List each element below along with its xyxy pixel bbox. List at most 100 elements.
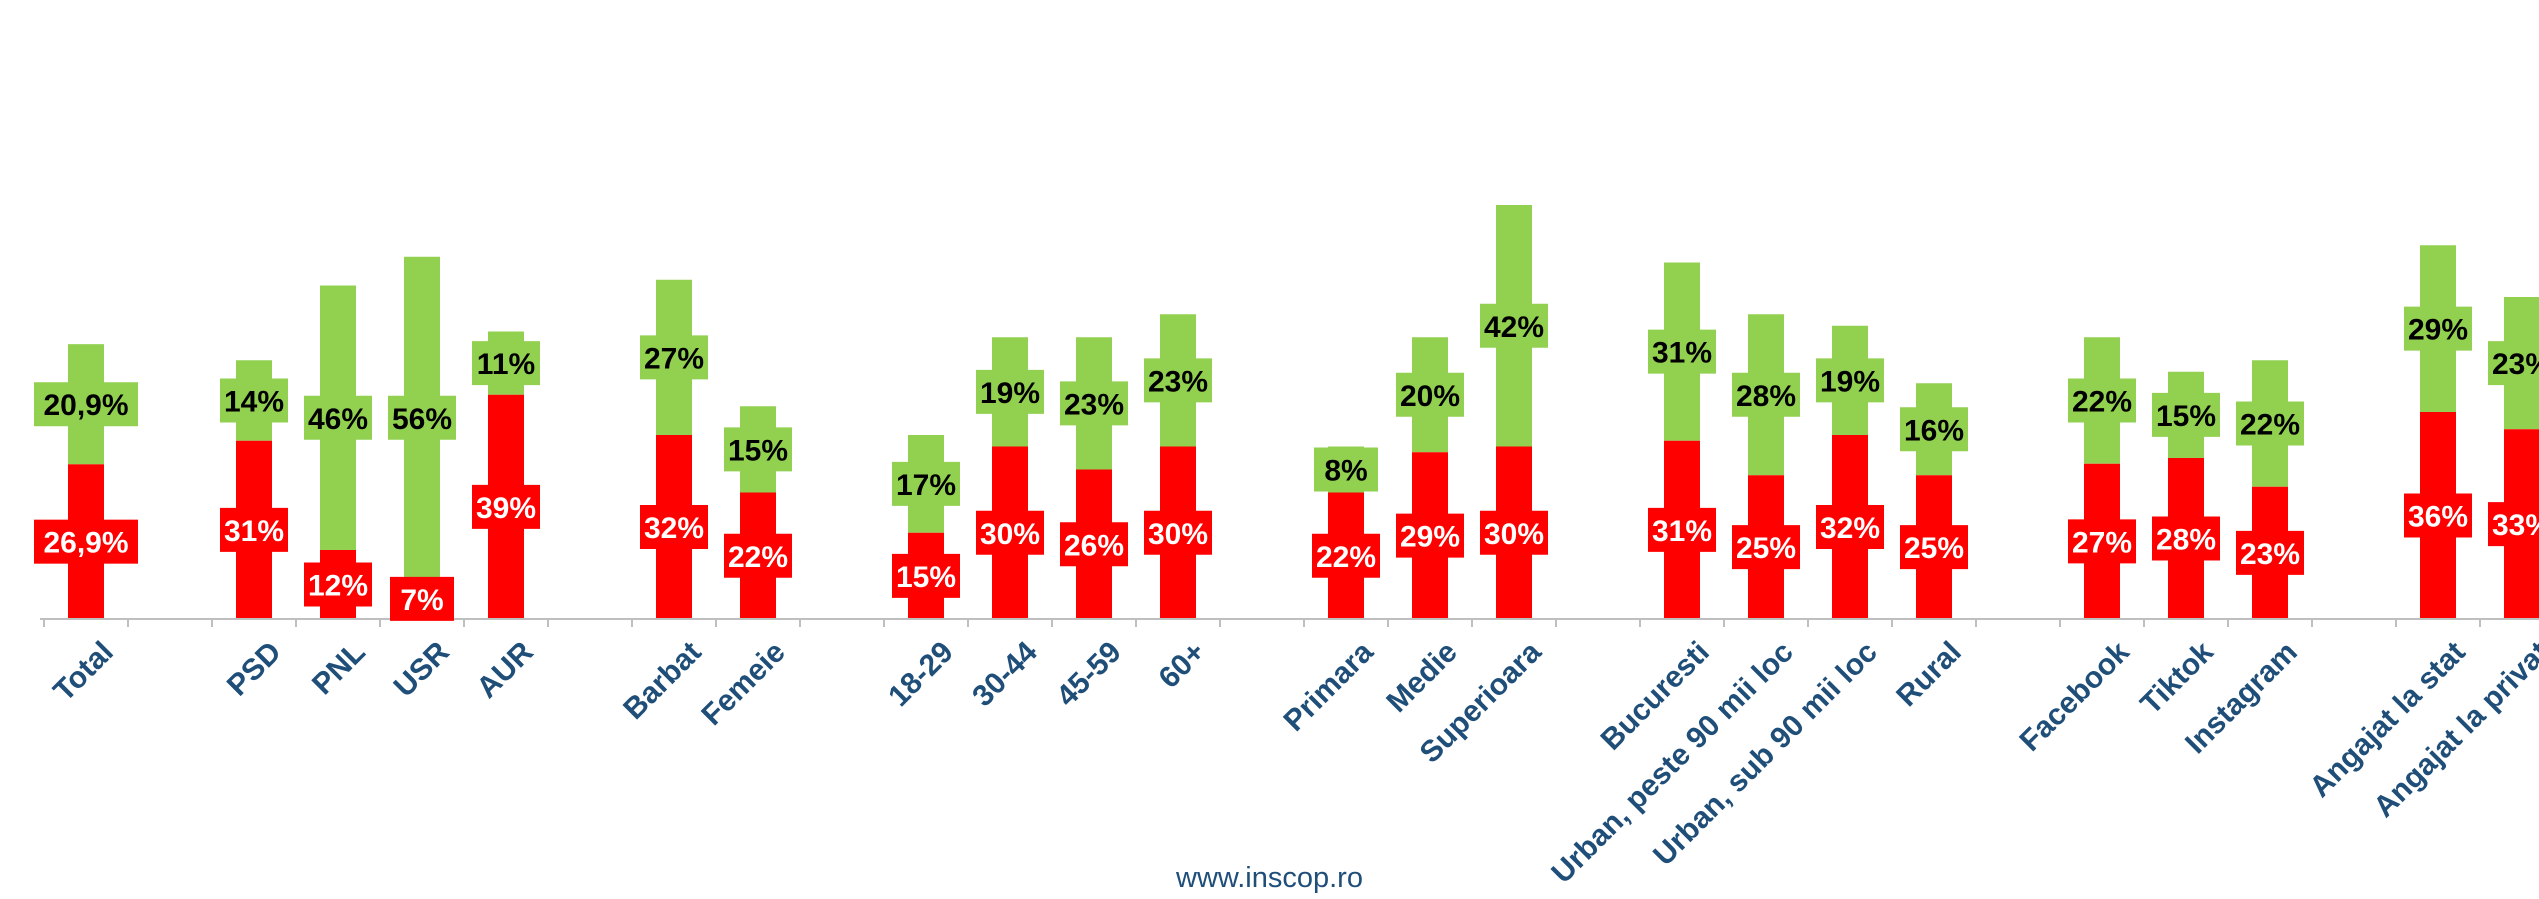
data-label-red-bg bbox=[2404, 493, 2472, 538]
data-label-green: 17% bbox=[896, 469, 956, 502]
source-url: www.inscop.ro bbox=[1176, 862, 1363, 894]
data-label-green: 19% bbox=[1820, 365, 1880, 398]
data-label-green: 8% bbox=[1324, 455, 1367, 488]
data-label-green-bg bbox=[1480, 303, 1548, 348]
category-label: Total bbox=[47, 635, 119, 707]
data-label-red: 33% bbox=[2492, 509, 2539, 542]
data-label-red-bg bbox=[34, 519, 138, 564]
category-label: 45-59 bbox=[1050, 635, 1128, 713]
data-label-red-bg bbox=[1060, 522, 1128, 567]
data-label-red: 22% bbox=[1316, 541, 1376, 574]
data-label-green-bg bbox=[1900, 407, 1968, 452]
category-label: USR bbox=[388, 635, 456, 703]
data-label-red-bg bbox=[2236, 530, 2304, 575]
data-label-red: 22% bbox=[728, 541, 788, 574]
data-label-green-bg bbox=[2488, 341, 2539, 386]
data-label-green: 46% bbox=[308, 403, 368, 436]
data-label-red: 26,9% bbox=[43, 527, 128, 560]
data-label-red-bg bbox=[640, 505, 708, 549]
data-label-red: 7% bbox=[400, 584, 443, 617]
data-label-green: 23% bbox=[1148, 365, 1208, 398]
data-label-green-bg bbox=[304, 395, 372, 440]
data-label-red-bg bbox=[892, 553, 960, 598]
data-label-red: 30% bbox=[1484, 518, 1544, 551]
data-label-red-bg bbox=[1648, 507, 1716, 552]
data-labels-layer: 26,9% 20,9% 31% 14% 12% 46% 7% 56% 39% 11% 32% 27% 2… bbox=[34, 303, 2539, 621]
category-label: Femeie bbox=[695, 635, 791, 731]
category-label: 60+ bbox=[1152, 635, 1211, 694]
data-label-red-bg bbox=[1396, 513, 1464, 558]
data-label-green-bg bbox=[640, 335, 708, 380]
data-label-red: 36% bbox=[2408, 501, 2468, 534]
data-label-green: 14% bbox=[224, 386, 284, 419]
data-label-green-bg bbox=[1144, 358, 1212, 403]
data-label-red-bg bbox=[2152, 516, 2220, 561]
data-label-green: 20% bbox=[1400, 380, 1460, 413]
data-label-green-bg bbox=[220, 378, 288, 423]
data-label-green-bg bbox=[2404, 306, 2472, 351]
x-axis bbox=[40, 618, 2539, 627]
data-label-green-bg bbox=[1816, 358, 1884, 403]
data-label-green: 28% bbox=[1736, 380, 1796, 413]
data-label-red-bg bbox=[2488, 502, 2539, 547]
data-label-red-bg bbox=[304, 562, 372, 607]
data-label-green: 16% bbox=[1904, 414, 1964, 447]
data-label-red: 26% bbox=[1064, 529, 1124, 562]
data-label-red-bg bbox=[1480, 510, 1548, 555]
data-label-red-bg bbox=[220, 507, 288, 552]
data-label-red: 32% bbox=[1820, 512, 1880, 545]
data-label-green: 15% bbox=[728, 434, 788, 467]
data-label-red: 15% bbox=[896, 561, 956, 594]
data-label-red: 39% bbox=[476, 492, 536, 525]
data-label-green-bg bbox=[34, 382, 138, 427]
data-label-green-bg bbox=[388, 395, 456, 440]
data-label-green-bg bbox=[2068, 378, 2136, 423]
category-label: 30-44 bbox=[966, 635, 1044, 713]
data-label-green-bg bbox=[1396, 372, 1464, 417]
data-label-red: 32% bbox=[644, 512, 704, 545]
data-label-red-bg bbox=[1144, 510, 1212, 555]
data-label-red-bg bbox=[1312, 533, 1380, 578]
data-label-red-bg bbox=[976, 510, 1044, 555]
data-label-green: 19% bbox=[980, 377, 1040, 410]
data-label-red-bg bbox=[1900, 525, 1968, 570]
data-label-red: 30% bbox=[1148, 518, 1208, 551]
data-label-green-bg bbox=[1060, 381, 1128, 426]
category-label: Medie bbox=[1380, 635, 1463, 718]
data-label-red: 29% bbox=[1400, 521, 1460, 554]
data-label-red-bg bbox=[472, 484, 540, 529]
data-label-green-bg bbox=[724, 427, 792, 472]
data-label-green: 42% bbox=[1484, 311, 1544, 344]
category-label: Angajat la stat bbox=[2303, 635, 2471, 803]
data-label-green: 29% bbox=[2408, 314, 2468, 347]
data-label-red: 12% bbox=[308, 570, 368, 603]
data-label-red-bg bbox=[1732, 525, 1800, 570]
data-label-green-bg bbox=[1314, 447, 1378, 492]
data-label-green-bg bbox=[892, 461, 960, 506]
category-label: 18-29 bbox=[882, 635, 960, 713]
category-label: Facebook bbox=[2013, 635, 2136, 758]
data-label-red: 23% bbox=[2240, 538, 2300, 571]
category-label: Barbat bbox=[617, 635, 708, 726]
data-label-red-bg bbox=[390, 576, 454, 621]
data-label-green: 27% bbox=[644, 342, 704, 375]
category-label: PNL bbox=[306, 635, 372, 701]
data-label-green-bg bbox=[976, 369, 1044, 414]
data-label-green: 23% bbox=[2492, 348, 2539, 381]
data-label-green-bg bbox=[1648, 329, 1716, 374]
data-label-red: 28% bbox=[2156, 524, 2216, 557]
data-label-green: 15% bbox=[2156, 400, 2216, 433]
data-label-red: 30% bbox=[980, 518, 1040, 551]
data-label-green-bg bbox=[1732, 372, 1800, 417]
data-label-red: 31% bbox=[1652, 515, 1712, 548]
data-label-green: 56% bbox=[392, 403, 452, 436]
category-label: PSD bbox=[221, 635, 288, 702]
data-label-green-bg bbox=[2236, 401, 2304, 446]
category-label: Rural bbox=[1890, 635, 1968, 713]
category-label: AUR bbox=[471, 635, 541, 705]
data-label-green-bg bbox=[472, 341, 540, 386]
data-label-green-bg bbox=[2152, 392, 2220, 437]
data-label-green: 20,9% bbox=[43, 389, 128, 422]
